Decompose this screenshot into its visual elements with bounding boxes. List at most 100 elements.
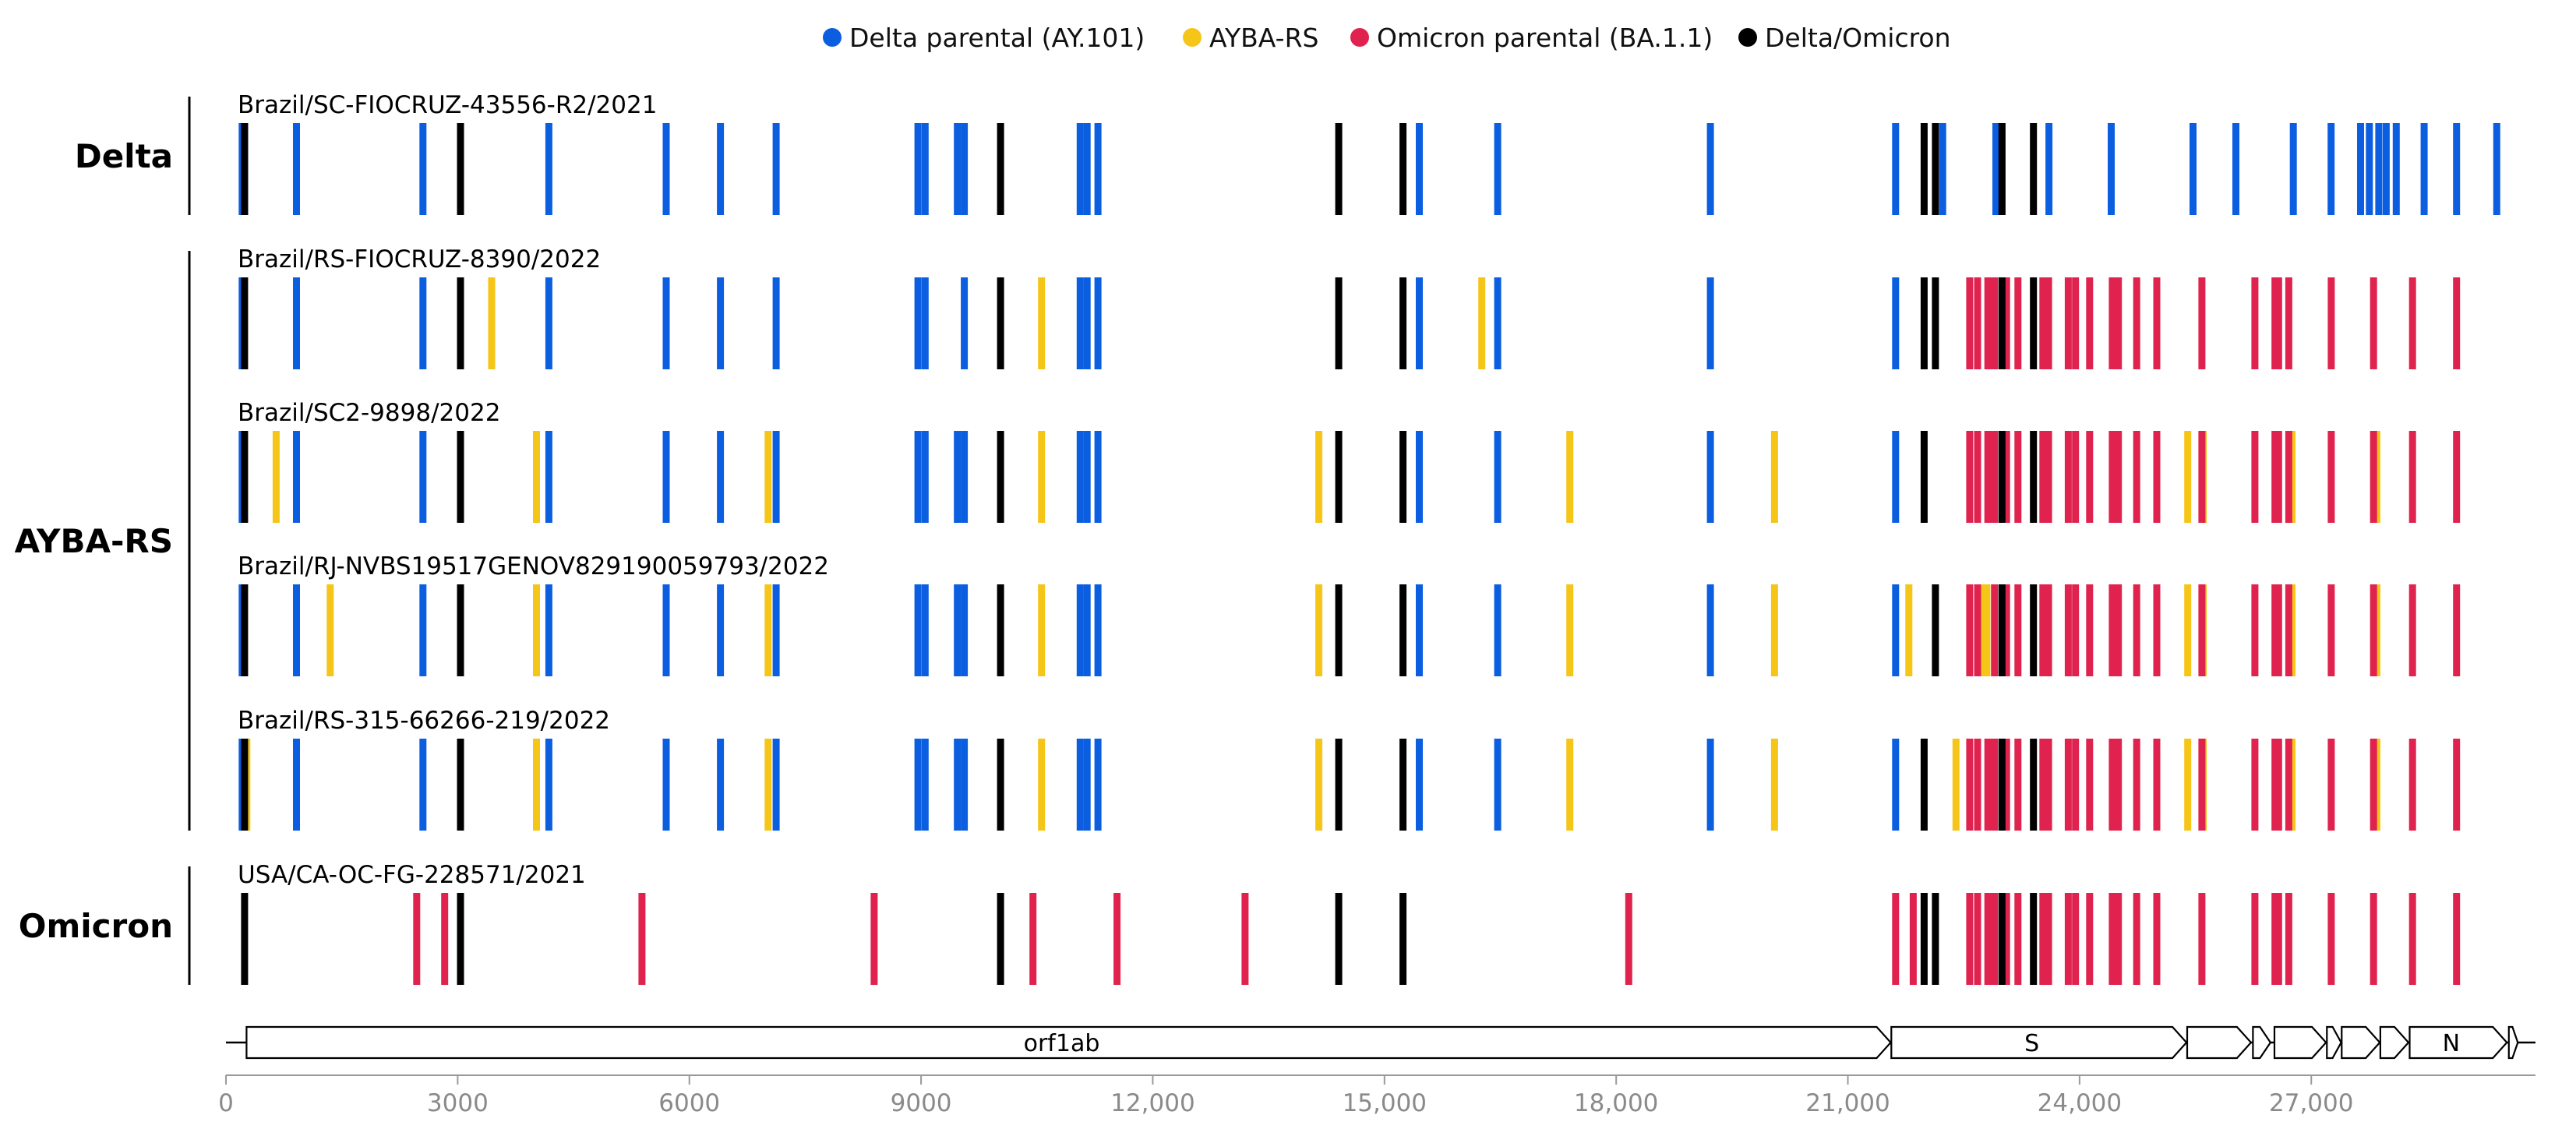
mutation-ayba [1566, 431, 1574, 523]
legend-marker-omicron [1350, 28, 1369, 47]
mutation-delta [1892, 277, 1900, 369]
mutation-delta [2366, 123, 2373, 215]
mutation-ayba [764, 584, 772, 676]
mutation-omicron [2115, 893, 2123, 985]
mutation-omicron [2108, 277, 2116, 369]
mutation-omicron [1909, 893, 1917, 985]
mutation-delta [419, 431, 427, 523]
mutation-ayba [1315, 431, 1323, 523]
mutation-omicron [1974, 277, 1981, 369]
mutation-omicron [1984, 893, 1992, 985]
gene-arrow [2379, 1025, 2410, 1060]
mutation-omicron [2014, 277, 2022, 369]
mutation-omicron [1892, 893, 1900, 985]
mutation-omicron [413, 893, 421, 985]
mutation-both [1932, 277, 1939, 369]
mutation-delta [954, 584, 962, 676]
mutation-omicron [2327, 893, 2335, 985]
x-tick-label: 21,000 [1805, 1089, 1890, 1117]
mutation-omicron [2370, 431, 2377, 523]
mutation-delta [293, 123, 300, 215]
mutation-omicron [2285, 431, 2292, 523]
mutation-both [1920, 893, 1928, 985]
gene-label: N [2443, 1030, 2460, 1057]
mutation-delta [2108, 123, 2115, 215]
mutation-omicron [1991, 431, 1999, 523]
mutation-both [1920, 123, 1928, 215]
mutation-both [457, 584, 464, 676]
mutation-both [1335, 123, 1343, 215]
mutation-ayba [1315, 584, 1323, 676]
gene-arrow [2408, 1025, 2508, 1060]
mutation-both [241, 893, 249, 985]
mutation-both [997, 893, 1004, 985]
mutation-both [1335, 893, 1343, 985]
mutation-omicron [2198, 277, 2206, 369]
mutation-omicron [1966, 431, 1974, 523]
mutation-delta [1416, 277, 1423, 369]
mutation-omicron [2064, 277, 2072, 369]
mutation-both [997, 123, 1004, 215]
mutation-delta [717, 123, 725, 215]
mutation-both [997, 277, 1004, 369]
mutation-delta [545, 123, 552, 215]
mutation-omicron [2453, 893, 2461, 985]
mutation-delta [1892, 431, 1900, 523]
mutation-tracks: Brazil/SC-FIOCRUZ-43556-R2/2021 Brazil/RS… [238, 91, 2500, 985]
mutation-both [1998, 739, 2006, 831]
mutation-delta [1076, 277, 1084, 369]
track-name: Brazil/RS-315-66266-219/2022 [238, 707, 610, 735]
mutation-both [241, 277, 249, 369]
mutation-omicron [2285, 893, 2292, 985]
mutation-omicron [2198, 739, 2206, 831]
mutation-omicron [1984, 739, 1992, 831]
mutation-ayba [1315, 739, 1323, 831]
mutation-both [2030, 431, 2038, 523]
mutation-omicron [2045, 277, 2052, 369]
mutation-omicron [1974, 893, 1981, 985]
track-name: Brazil/RJ-NVBS19517GENOV829190059793/202… [238, 552, 829, 580]
mutation-omicron [1984, 431, 1992, 523]
mutation-both [457, 277, 464, 369]
mutation-both [997, 431, 1004, 523]
mutation-both [241, 431, 249, 523]
mutation-delta [662, 123, 670, 215]
mutation-omicron [2271, 277, 2279, 369]
x-tick-label: 24,000 [2038, 1089, 2122, 1117]
mutation-omicron [2045, 739, 2052, 831]
mutation-delta [1416, 431, 1423, 523]
mutation-delta [293, 584, 300, 676]
genome-annotation: orf1ab S N [226, 1025, 2535, 1060]
gene-arrow [2252, 1025, 2272, 1060]
mutation-delta [662, 277, 670, 369]
mutation-omicron [2086, 584, 2094, 676]
mutation-delta [1416, 123, 1423, 215]
mutation-both [2030, 584, 2038, 676]
mutation-omicron [2370, 739, 2377, 831]
mutation-omicron [2108, 431, 2116, 523]
x-tick-label: 27,000 [2269, 1089, 2353, 1117]
mutation-delta [662, 584, 670, 676]
mutation-delta [1094, 123, 1102, 215]
mutation-delta [419, 123, 427, 215]
mutation-delta [1494, 123, 1501, 215]
mutation-delta [961, 277, 969, 369]
mutation-both [1932, 123, 1939, 215]
mutation-omicron [2133, 584, 2140, 676]
mutation-omicron [2408, 739, 2416, 831]
mutation-omicron [2453, 739, 2461, 831]
mutation-delta [419, 277, 427, 369]
track-name: USA/CA-OC-FG-228571/2021 [238, 861, 586, 889]
mutation-both [1399, 739, 1407, 831]
mutation-omicron [2064, 584, 2072, 676]
mutation-omicron [2003, 431, 2010, 523]
mutation-ayba [1566, 739, 1574, 831]
track-name: Brazil/RS-FIOCRUZ-8390/2022 [238, 245, 601, 273]
mutation-both [1399, 123, 1407, 215]
mutation-omicron [2039, 739, 2047, 831]
mutation-delta [1992, 123, 1999, 215]
mutation-ayba [1905, 584, 1913, 676]
mutation-omicron [2014, 431, 2022, 523]
mutation-both [457, 893, 464, 985]
